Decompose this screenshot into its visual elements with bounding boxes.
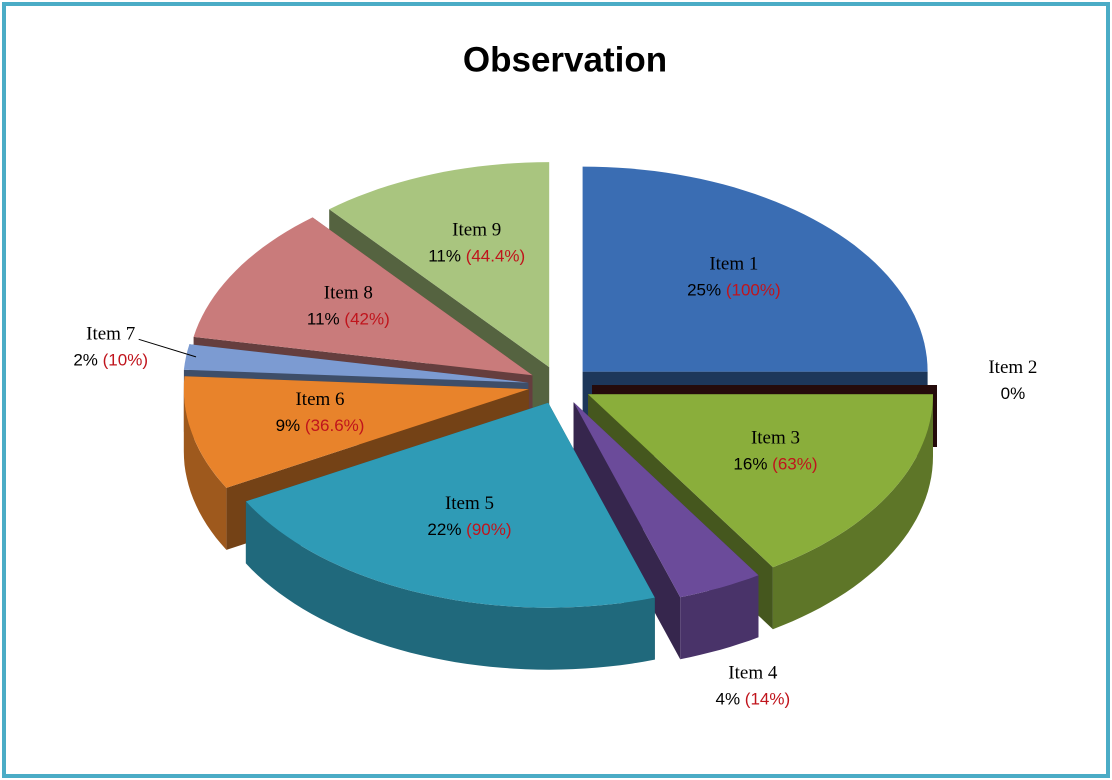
value-label: 0%	[1001, 384, 1026, 403]
slice-label: Item 1	[709, 254, 758, 275]
slice-value: 4% (14%)	[715, 690, 790, 709]
slice-value: 11% (44.4%)	[428, 247, 525, 266]
leader-line	[138, 338, 197, 358]
slice-rim	[772, 394, 933, 630]
slice-label: Item 3	[751, 427, 800, 448]
slice-top	[573, 402, 759, 598]
slice-value: 22% (90%)	[427, 520, 511, 539]
slice-rim	[245, 501, 655, 670]
slice-top	[183, 376, 529, 488]
annotation: (36.6%)	[305, 416, 365, 435]
value-label: 9%	[276, 416, 301, 435]
value-label: 25%	[687, 281, 721, 300]
slice-value: 16% (63%)	[733, 454, 817, 473]
value-label: 2%	[73, 350, 98, 369]
slice-label: Item 6	[295, 389, 344, 410]
slice-label: Item 8	[324, 283, 373, 304]
slice-label: Item 5	[445, 493, 494, 514]
slice-top	[329, 162, 550, 368]
annotation: (14%)	[745, 690, 790, 709]
annotation: (63%)	[772, 454, 817, 473]
value-label: 11%	[428, 247, 461, 266]
annotation: (90%)	[466, 520, 511, 539]
slice-top	[588, 394, 933, 568]
slice-top	[193, 217, 533, 376]
slice-top	[183, 344, 529, 383]
slice-label: Item 4	[728, 663, 778, 684]
slice-top	[245, 402, 655, 608]
annotation: (10%)	[103, 350, 148, 369]
slice-label: Item 7	[86, 323, 135, 344]
slice	[245, 402, 655, 670]
slice	[573, 402, 759, 660]
annotation: (44.4%)	[466, 247, 526, 266]
slice-top	[582, 166, 928, 372]
annotation: (100%)	[726, 281, 781, 300]
slice-rim	[183, 389, 227, 550]
slice-value: 25% (100%)	[687, 281, 781, 300]
slice-wall	[573, 402, 681, 660]
value-label: 11%	[307, 310, 340, 329]
slice-rim	[680, 575, 759, 660]
slice-value: 2% (10%)	[73, 350, 148, 369]
annotation: (42%)	[344, 310, 389, 329]
slice-value: 9% (36.6%)	[276, 416, 365, 435]
value-label: 22%	[427, 520, 461, 539]
value-label: 16%	[733, 454, 767, 473]
slice-label: Item 2	[988, 357, 1037, 378]
slice-value: 0%	[1001, 384, 1026, 403]
chart-title: Observation	[463, 40, 667, 79]
value-label: 4%	[715, 690, 740, 709]
slice-label: Item 9	[452, 220, 501, 241]
slice-value: 11% (42%)	[307, 310, 390, 329]
